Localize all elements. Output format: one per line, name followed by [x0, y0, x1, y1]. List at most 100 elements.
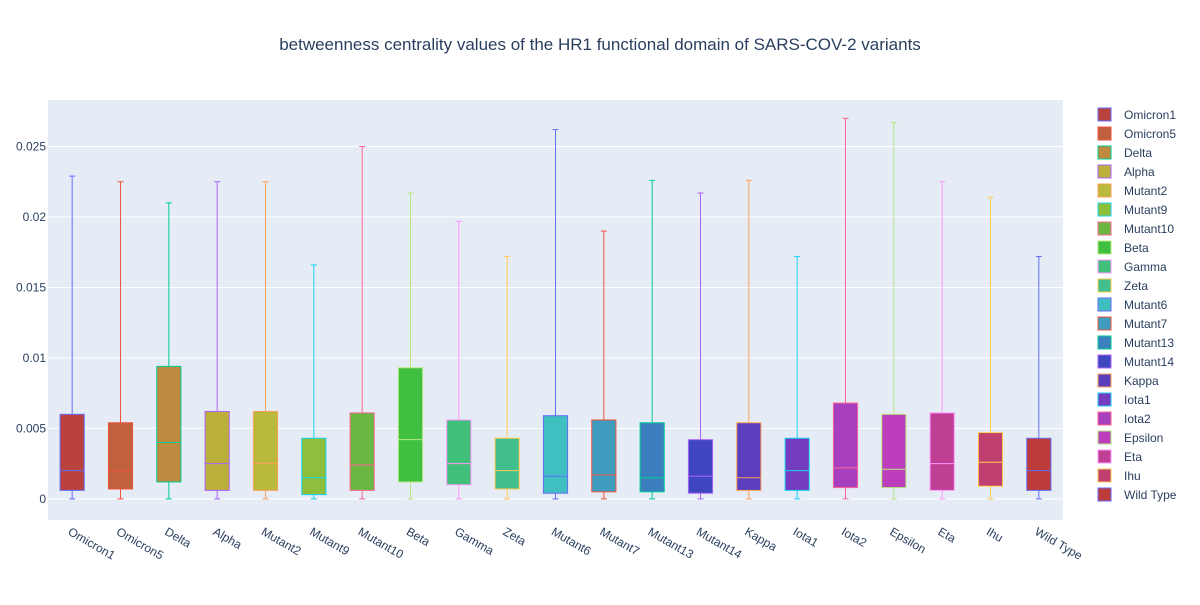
x-tick-label: Zeta	[501, 524, 529, 548]
box-epsilon	[881, 122, 907, 500]
box-iota1	[784, 255, 810, 500]
y-tick-label: 0	[39, 492, 46, 506]
x-tick-label: Alpha	[211, 524, 245, 552]
legend-item: Mutant6	[1097, 297, 1168, 312]
legend-label: Eta	[1124, 450, 1142, 464]
legend-item: Kappa	[1097, 373, 1159, 388]
box-eta	[929, 181, 955, 500]
legend-label: Zeta	[1124, 279, 1148, 293]
legend-item: Mutant14	[1097, 354, 1174, 369]
x-tick-label: Mutant9	[307, 524, 352, 558]
legend-label: Mutant6	[1124, 298, 1168, 312]
box-beta	[397, 192, 424, 500]
box-iqr	[832, 402, 859, 489]
legend-swatch	[1097, 278, 1112, 293]
legend-swatch	[1097, 392, 1112, 407]
legend-swatch	[1097, 183, 1112, 198]
box-iqr	[397, 367, 424, 483]
x-tick-label: Mutant6	[549, 524, 594, 558]
x-tick-label: Beta	[404, 524, 433, 549]
box-iqr	[349, 412, 375, 491]
box-mutant2	[252, 181, 279, 500]
legend-label: Mutant2	[1124, 184, 1168, 198]
box-iqr	[881, 413, 907, 489]
y-tick-label: 0.025	[16, 140, 46, 154]
box-omicron5	[107, 181, 134, 500]
legend-item: Wild Type	[1097, 487, 1177, 502]
legend-item: Mutant7	[1097, 316, 1168, 331]
box-iqr	[591, 419, 617, 493]
box-iqr	[156, 365, 182, 483]
box-iota2	[832, 117, 859, 500]
legend-label: Mutant7	[1124, 317, 1168, 331]
box-iqr	[204, 410, 230, 491]
x-tick-label: Mutant7	[597, 524, 642, 558]
box-iqr	[252, 410, 279, 491]
legend-item: Epsilon	[1097, 430, 1163, 445]
legend-swatch	[1097, 335, 1112, 350]
legend-label: Beta	[1124, 241, 1149, 255]
box-gamma	[446, 220, 472, 500]
x-tick-label: Eta	[936, 524, 959, 545]
box-iqr	[59, 413, 85, 491]
legend-item: Alpha	[1097, 164, 1155, 179]
y-axis-tick-labels: 0 0.005 0.01 0.015 0.02 0.025	[16, 140, 46, 506]
legend-item: Gamma	[1097, 259, 1167, 274]
y-tick-label: 0.01	[23, 351, 47, 365]
x-tick-label: Mutant2	[259, 524, 304, 558]
legend-swatch	[1097, 468, 1112, 483]
legend-item: Ihu	[1097, 468, 1141, 483]
box-iqr	[977, 432, 1004, 487]
box-iqr	[639, 422, 665, 493]
box-alpha	[204, 181, 230, 500]
legend-label: Ihu	[1124, 469, 1141, 483]
box-iqr	[542, 415, 569, 494]
box-iqr	[1026, 437, 1052, 491]
box-omicron1	[59, 175, 85, 500]
legend-label: Mutant14	[1124, 355, 1174, 369]
box-zeta	[494, 255, 520, 500]
x-tick-label: Delta	[162, 524, 194, 550]
legend-item: Iota2	[1097, 411, 1151, 426]
legend-label: Epsilon	[1124, 431, 1163, 445]
box-iqr	[107, 422, 134, 490]
legend-swatch	[1097, 373, 1112, 388]
legend-swatch	[1097, 449, 1112, 464]
box-iqr	[494, 437, 520, 490]
x-tick-label: Iota1	[791, 524, 821, 550]
legend-label: Omicron5	[1124, 127, 1176, 141]
legend-swatch	[1097, 126, 1112, 141]
box-iqr	[736, 422, 762, 491]
box-iqr	[784, 437, 810, 491]
legend-item: Mutant9	[1097, 202, 1168, 217]
x-tick-label: Mutant14	[694, 524, 745, 561]
legend-label: Gamma	[1124, 260, 1167, 274]
box-ihu	[977, 196, 1004, 500]
legend-swatch	[1097, 430, 1112, 445]
x-tick-label: Mutant13	[646, 524, 697, 561]
legend-label: Omicron1	[1124, 108, 1176, 122]
y-tick-label: 0.005	[16, 421, 46, 435]
box-mutant7	[591, 230, 617, 500]
legend-swatch	[1097, 240, 1112, 255]
box-kappa	[736, 179, 762, 500]
y-tick-label: 0.015	[16, 280, 46, 294]
legend-item: Eta	[1097, 449, 1142, 464]
x-tick-label: Gamma	[452, 524, 496, 558]
legend-item: Zeta	[1097, 278, 1148, 293]
legend-swatch	[1097, 164, 1112, 179]
legend-label: Iota1	[1124, 393, 1151, 407]
legend-swatch	[1097, 107, 1112, 122]
box-mutant13	[639, 179, 665, 500]
legend-label: Mutant10	[1124, 222, 1174, 236]
box-delta	[156, 202, 182, 500]
legend-label: Wild Type	[1124, 488, 1177, 502]
legend-item: Mutant2	[1097, 183, 1168, 198]
x-tick-label: Omicron1	[66, 524, 118, 562]
legend-item: Beta	[1097, 240, 1149, 255]
legend-label: Iota2	[1124, 412, 1151, 426]
legend-item: Iota1	[1097, 392, 1151, 407]
